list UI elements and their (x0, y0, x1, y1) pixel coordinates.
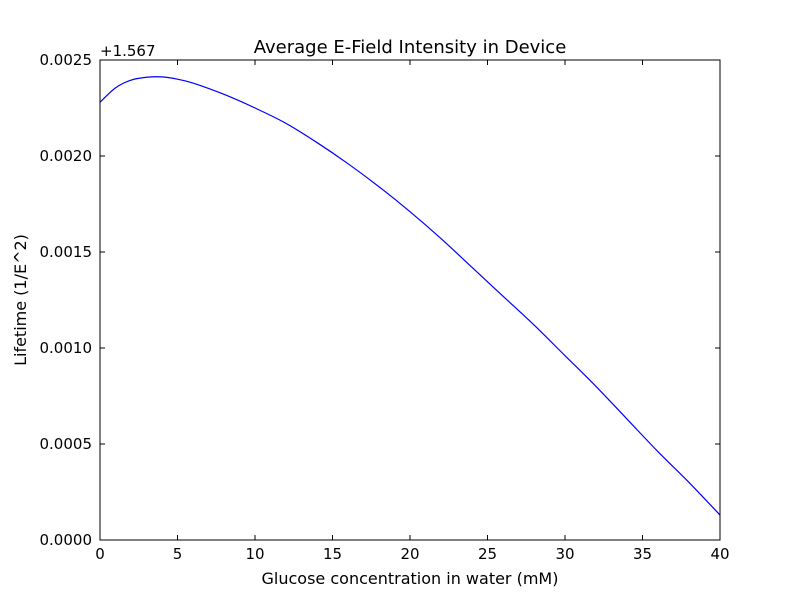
y-tick-label: 0.0000 (40, 531, 93, 549)
y-tick-label: 0.0020 (40, 147, 93, 165)
x-tick-label: 15 (323, 545, 342, 563)
plot-area: 0 5 10 15 20 25 30 35 40 0.0000 0.0005 0.0010 0.0015… (40, 51, 730, 563)
x-tick-label: 40 (710, 545, 729, 563)
x-tick-label: 30 (555, 545, 574, 563)
x-tick-label: 35 (633, 545, 652, 563)
y-tick-label: 0.0010 (40, 339, 93, 357)
series-line-1 (99, 76, 721, 516)
x-axis-label: Glucose concentration in water (mM) (262, 569, 559, 588)
y-offset-label: +1.567 (100, 42, 156, 60)
x-tick-label: 0 (95, 545, 105, 563)
y-tick-label: 0.0025 (40, 51, 93, 69)
y-tick-label: 0.0005 (40, 435, 93, 453)
y-tick-label: 0.0015 (40, 243, 93, 261)
x-tick-label: 10 (245, 545, 264, 563)
x-tick-label: 25 (478, 545, 497, 563)
y-axis-label: Lifetime (1/E^2) (11, 234, 30, 366)
x-tick-label: 5 (173, 545, 183, 563)
chart-title: Average E-Field Intensity in Device (254, 37, 567, 58)
x-tick-label: 20 (400, 545, 419, 563)
